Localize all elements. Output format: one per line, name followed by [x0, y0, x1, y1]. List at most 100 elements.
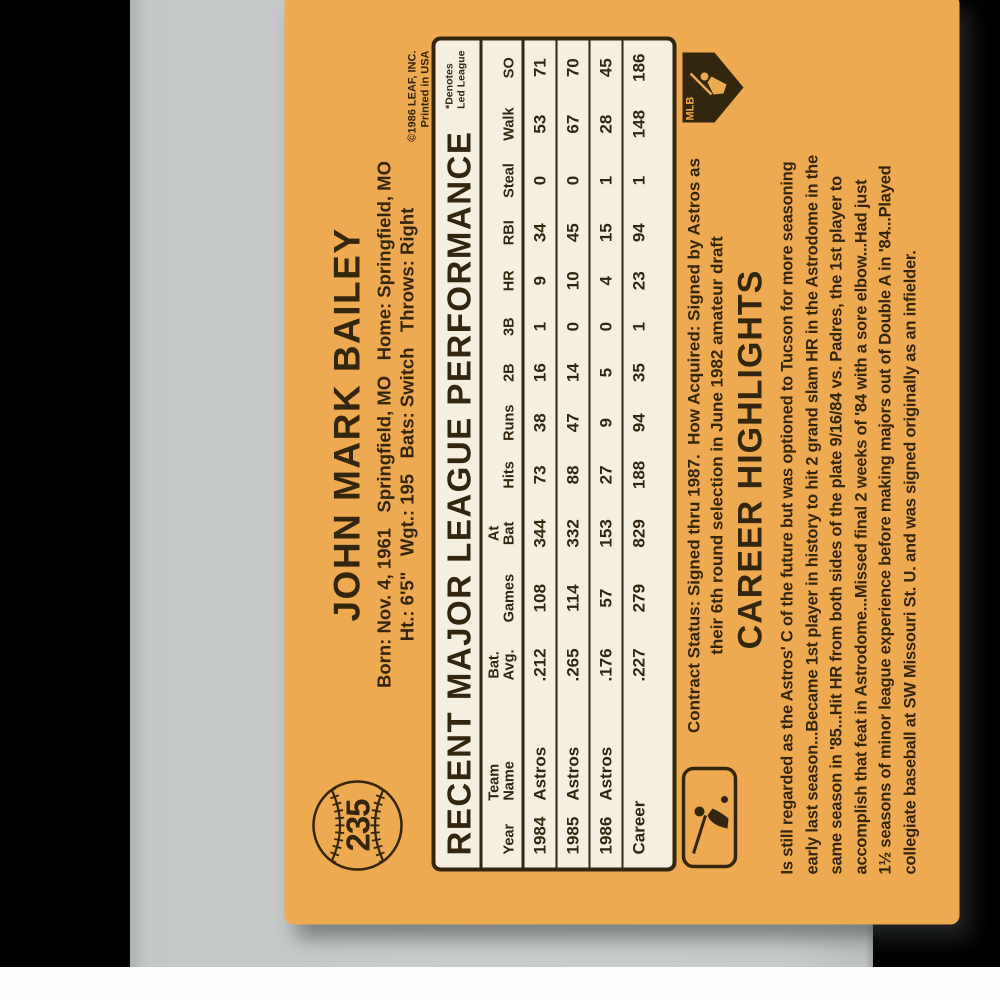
stats-footnote-line-1: *Denotes — [443, 63, 456, 109]
stats-column-header: RBI — [482, 207, 523, 258]
contract-status: Contract Status: Signed thru 1987. How A… — [681, 136, 729, 756]
stats-cell: 27 — [589, 449, 623, 500]
stats-column-header: Steal — [482, 153, 523, 208]
stats-column-header: At Bat — [482, 499, 523, 567]
stats-cell: 70 — [556, 40, 590, 95]
stats-column-header: Hits — [482, 449, 523, 500]
stats-cell: .227 — [629, 648, 649, 682]
stats-row: Career .227 279 829 188 94 35 1 23 94 1 148 186 — [623, 41, 655, 868]
stats-cell: 1 — [523, 303, 557, 350]
stats-row: 1985 Astros .265 114 332 88 47 14 0 10 45 0 67 70 — [556, 40, 590, 868]
career-highlights-line: same season in '85...Hit HR from both si… — [827, 175, 846, 875]
career-highlights-line: collegiate baseball at SW Missouri St. U… — [901, 250, 919, 875]
stats-column-header: Bat. Avg. — [482, 629, 523, 701]
career-highlights-line: early last season...Became 1st player in… — [803, 155, 821, 875]
stats-cell: 188 — [629, 460, 649, 490]
baseball-card-back: 235 JOHN MARK BAILEY Born: Nov. 4, 1961 … — [284, 0, 960, 925]
stats-cell: 0 — [556, 153, 590, 208]
stats-table: Year Team Name Bat. Avg. Games At Bat Hits Runs 2B… — [482, 40, 655, 868]
stats-column-header: Team Name — [482, 700, 523, 801]
career-highlights-title: CAREER HIGHLIGHTS — [731, 269, 770, 650]
mlb-logo-text: MLB — [685, 97, 697, 121]
stats-cell: 57 — [589, 566, 623, 630]
page-background-strip — [0, 967, 1000, 1000]
stats-cell: .212 — [523, 629, 557, 701]
stats-cell: 10 — [556, 257, 590, 304]
contract-status-line-1: Contract Status: Signed thru 1987. How A… — [684, 158, 704, 733]
stats-cell: 1 — [589, 153, 623, 208]
career-highlights-line: accomplish that feat in Astrodome...Miss… — [852, 179, 870, 875]
stats-cell: 279 — [629, 583, 649, 613]
stats-cell: 9 — [589, 395, 623, 450]
stats-cell: 1985 — [556, 800, 590, 868]
stats-cell: 94 — [629, 413, 649, 433]
stats-cell: 71 — [523, 40, 557, 95]
stats-cell: 1986 — [589, 800, 623, 868]
copyright-notice: ©1986 LEAF, INC. Printed in USA — [407, 51, 433, 142]
stats-cell: 5 — [589, 349, 623, 396]
stats-footnote-line-2: Led League — [455, 50, 467, 109]
stats-cell: Astros — [556, 700, 590, 801]
stats-cell: 67 — [556, 94, 590, 154]
contract-status-line-2: their 6th round selection in June 1982 a… — [707, 236, 727, 655]
stats-table-head: Year Team Name Bat. Avg. Games At Bat Hits Runs 2B… — [482, 40, 523, 868]
career-highlights-line: 1½ seasons of minor league experience be… — [876, 165, 895, 875]
stats-cell: 34 — [523, 207, 557, 258]
stats-cell: 0 — [523, 153, 557, 208]
stats-header-row: Year Team Name Bat. Avg. Games At Bat Hits Runs 2B… — [482, 40, 523, 868]
stats-row: 1984 Astros .212 108 344 73 38 16 1 9 34 0 53 71 — [523, 40, 557, 868]
stats-cell: 153 — [589, 499, 623, 567]
bio-line-1: Born: Nov. 4, 1961 Springfield, MO Home:… — [373, 161, 395, 688]
career-highlights-line: Is still regarded as the Astros' C of th… — [778, 161, 797, 875]
stats-column-header: Walk — [482, 94, 523, 154]
stats-cell: 0 — [556, 303, 590, 350]
stats-cell: Astros — [523, 700, 557, 801]
stats-title: RECENT MAJOR LEAGUE PERFORMANCE — [440, 130, 478, 856]
stats-cell: 45 — [556, 207, 590, 258]
stats-panel: RECENT MAJOR LEAGUE PERFORMANCE *Denotes… — [431, 36, 677, 872]
stats-cell: 108 — [523, 566, 557, 630]
stats-cell: 28 — [589, 94, 623, 154]
stats-cell: 73 — [523, 449, 557, 500]
stats-cell: 53 — [523, 94, 557, 154]
stats-cell: 332 — [556, 499, 590, 567]
stats-footnote: *Denotes Led League — [441, 49, 468, 115]
stats-column-header: Runs — [482, 395, 523, 450]
stats-cell: 9 — [523, 257, 557, 304]
stats-table-body: 1984 Astros .212 108 344 73 38 16 1 9 34 0 53 71 1985 A… — [523, 40, 655, 868]
stats-cell: 35 — [629, 363, 649, 383]
stats-cell: 16 — [523, 349, 557, 396]
stats-cell: 47 — [556, 395, 590, 450]
stats-cell: 344 — [523, 499, 557, 567]
stats-column-header: 2B — [482, 349, 523, 396]
stats-cell: 4 — [589, 257, 623, 304]
stats-cell: 0 — [589, 303, 623, 350]
mlb-logo-icon: MLB — [682, 52, 744, 123]
stats-cell: 829 — [629, 519, 649, 548]
stats-column-header: SO — [482, 40, 523, 95]
stats-cell: 23 — [629, 271, 649, 291]
stats-cell: 15 — [589, 207, 623, 258]
career-highlights-text: Is still regarded as the Astros' C of th… — [776, 35, 923, 875]
mlbpa-logo-icon — [681, 766, 738, 869]
stats-cell: 114 — [556, 566, 590, 630]
stats-cell: Astros — [589, 700, 623, 801]
stats-cell: 94 — [629, 223, 649, 243]
stats-cell: 1 — [629, 321, 649, 332]
card-photo-area: 235 JOHN MARK BAILEY Born: Nov. 4, 1961 … — [130, 0, 960, 967]
stats-cell: .176 — [589, 629, 623, 701]
stats-cell: 88 — [556, 449, 590, 500]
stats-cell: 1984 — [523, 800, 557, 868]
stats-column-header: Year — [482, 800, 523, 868]
stats-column-header: 3B — [482, 303, 523, 350]
stats-cell: Career — [629, 800, 649, 855]
stats-cell: 186 — [629, 53, 649, 82]
baseball-icon: 235 — [312, 780, 403, 871]
stats-cell: 38 — [523, 395, 557, 450]
contract-row: Contract Status: Signed thru 1987. How A… — [681, 50, 747, 870]
copyright-line-1: ©1986 LEAF, INC. — [406, 50, 419, 142]
stats-row: 1986 Astros .176 57 153 27 9 5 0 4 15 1 28 45 — [589, 40, 623, 868]
stats-cell: .265 — [556, 629, 590, 701]
card-header: JOHN MARK BAILEY Born: Nov. 4, 1961 Spri… — [327, 75, 419, 775]
stats-cell — [623, 700, 655, 800]
